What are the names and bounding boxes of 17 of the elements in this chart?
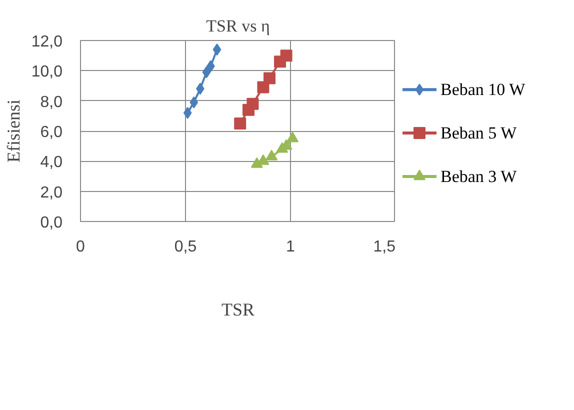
y-tick-label: 12,0 — [31, 34, 63, 50]
y-tick-label: 6,0 — [40, 124, 63, 141]
y-tick-label: 2,0 — [40, 184, 63, 202]
chart-title: TSR vs η — [206, 16, 270, 36]
legend-label: Beban 3 W — [440, 166, 518, 186]
legend-label: Beban 5 W — [440, 124, 518, 143]
x-tick-label: 1,5 — [373, 238, 396, 256]
y-tick-label: 0,0 — [40, 214, 63, 232]
y-tick-label: 10,0 — [31, 64, 63, 81]
x-axis-title: TSR — [221, 300, 255, 320]
x-tick-label: 1 — [286, 238, 296, 256]
legend-label: Beban 10 W — [440, 80, 526, 100]
y-tick-label: 8,0 — [40, 94, 63, 111]
x-tick-label: 0,5 — [174, 238, 197, 256]
x-tick-label: 0 — [76, 238, 86, 256]
y-tick-label: 4,0 — [40, 154, 63, 172]
y-axis-title: Efisiensi — [3, 99, 24, 162]
